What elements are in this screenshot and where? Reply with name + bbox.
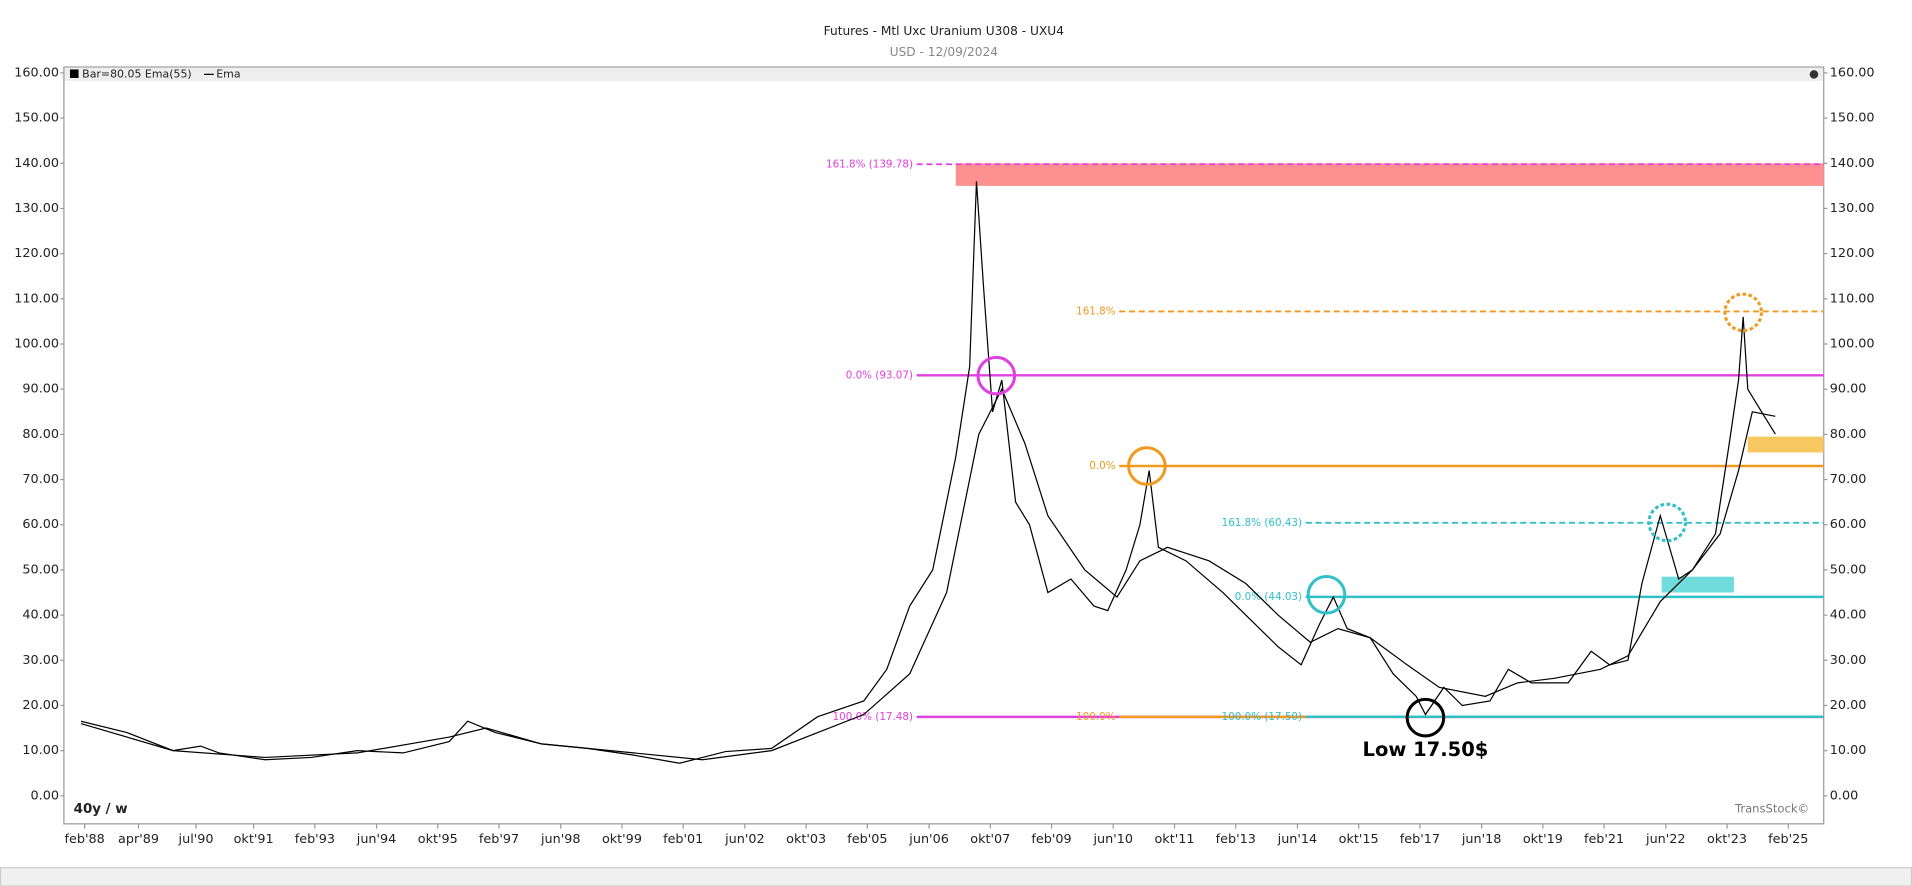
y-tick-label-right: 20.00: [1830, 698, 1867, 713]
x-tick-label: feb'97: [479, 832, 519, 847]
x-tick-label: jun'06: [908, 832, 949, 847]
y-tick-label-right: 110.00: [1830, 291, 1875, 306]
x-tick-label: jun'22: [1645, 832, 1686, 847]
y-tick-label-right: 40.00: [1830, 608, 1867, 623]
x-tick-label: feb'09: [1031, 832, 1071, 847]
y-tick-label: 70.00: [22, 472, 59, 487]
period-label: 40y / w: [74, 802, 128, 817]
fib-label: 161.8%: [1076, 305, 1116, 317]
fib-label: 100.0% (17.48): [833, 711, 913, 723]
y-tick-label-right: 160.00: [1830, 65, 1875, 80]
y-tick-label-right: 70.00: [1830, 472, 1867, 487]
highlight-circle: [976, 355, 1017, 396]
highlight-circle: [1127, 446, 1167, 486]
x-tick-label: feb'05: [847, 832, 887, 847]
y-tick-label: 110.00: [14, 291, 59, 306]
zone: [1661, 576, 1734, 593]
zone: [955, 163, 1824, 186]
highlight-circle: [1723, 292, 1763, 333]
x-tick-label: jun'98: [540, 832, 581, 847]
fib-label: 100.0% (17.50): [1222, 711, 1302, 723]
x-tick-label: feb'88: [64, 832, 104, 847]
x-tick-label: feb'21: [1584, 832, 1624, 847]
fib-label: 161.8% (139.78): [826, 158, 913, 170]
y-tick-label-right: 50.00: [1830, 562, 1867, 577]
y-tick-label: 60.00: [22, 517, 59, 532]
y-tick-label: 90.00: [22, 382, 59, 397]
x-tick-label: jun'10: [1092, 832, 1133, 847]
y-tick-label: 0.00: [31, 788, 59, 803]
y-tick-label-right: 140.00: [1830, 156, 1875, 171]
fib-label: 161.8% (60.43): [1222, 517, 1302, 529]
x-tick-label: okt'19: [1523, 832, 1563, 847]
y-tick-label-right: 90.00: [1830, 382, 1867, 397]
y-tick-label-right: 120.00: [1830, 246, 1875, 261]
y-tick-label-right: 0.00: [1830, 788, 1858, 803]
y-tick-label-right: 30.00: [1830, 653, 1867, 668]
x-tick-label: feb'17: [1400, 832, 1440, 847]
fib-label: 0.0% (93.07): [846, 369, 913, 381]
y-tick-label: 100.00: [14, 337, 59, 352]
annotation: Low 17.50$: [1363, 738, 1489, 761]
x-tick-label: okt'15: [1339, 832, 1379, 847]
x-tick-label: okt'99: [602, 832, 642, 847]
close-button[interactable]: [1809, 70, 1819, 79]
y-tick-label-right: 80.00: [1830, 427, 1867, 442]
y-tick-label: 140.00: [14, 156, 59, 171]
x-tick-label: jul'90: [178, 832, 214, 847]
legend-entry: Bar=80.05 Ema(55): [82, 67, 192, 80]
y-tick-label: 10.00: [22, 743, 59, 758]
y-tick-label: 150.00: [14, 111, 59, 126]
y-tick-label-right: 60.00: [1830, 517, 1867, 532]
chart-title: Futures - Mtl Uxc Uranium U308 - UXU4: [824, 24, 1065, 38]
y-tick-label: 20.00: [22, 698, 59, 713]
x-tick-label: jun'14: [1277, 832, 1318, 847]
watermark: TransStock©: [1734, 802, 1809, 816]
x-tick-label: apr'89: [118, 832, 159, 847]
legend-bar: [64, 67, 1824, 82]
y-tick-label: 160.00: [14, 65, 59, 80]
y-tick-label: 30.00: [22, 653, 59, 668]
x-tick-label: feb'13: [1216, 832, 1256, 847]
x-tick-label: okt'07: [970, 832, 1010, 847]
highlight-circle: [1306, 574, 1347, 615]
legend-swatch: [70, 69, 79, 78]
x-tick-label: okt'11: [1154, 832, 1194, 847]
x-tick-label: okt'23: [1707, 832, 1747, 847]
fib-label: 0.0% (44.03): [1235, 591, 1302, 603]
y-tick-label-right: 130.00: [1830, 201, 1875, 216]
x-tick-label: feb'93: [295, 832, 335, 847]
x-tick-label: feb'25: [1768, 832, 1808, 847]
y-tick-label: 130.00: [14, 201, 59, 216]
highlight-circle: [1405, 697, 1446, 738]
y-tick-label-right: 100.00: [1830, 337, 1875, 352]
x-tick-label: okt'95: [418, 832, 458, 847]
fib-label: 100.0%: [1076, 711, 1116, 723]
x-tick-label: feb'01: [663, 832, 703, 847]
x-tick-label: okt'91: [234, 832, 274, 847]
zone: [1747, 436, 1824, 453]
x-tick-label: jun'94: [356, 832, 397, 847]
x-tick-label: jun'02: [724, 832, 765, 847]
legend-entry: Ema: [216, 67, 240, 80]
highlight-circle: [1647, 502, 1687, 543]
y-tick-label-right: 150.00: [1830, 111, 1875, 126]
fib-label: 0.0%: [1089, 460, 1115, 472]
series-line: [80, 387, 1776, 761]
chart-subtitle: USD - 12/09/2024: [890, 45, 999, 59]
y-tick-label: 50.00: [22, 562, 59, 577]
y-tick-label: 40.00: [22, 608, 59, 623]
scrollbar[interactable]: [0, 867, 1912, 886]
y-tick-label: 80.00: [22, 427, 59, 442]
x-tick-label: jun'18: [1461, 832, 1502, 847]
y-tick-label-right: 10.00: [1830, 743, 1867, 758]
x-tick-label: okt'03: [786, 832, 826, 847]
y-tick-label: 120.00: [14, 246, 59, 261]
